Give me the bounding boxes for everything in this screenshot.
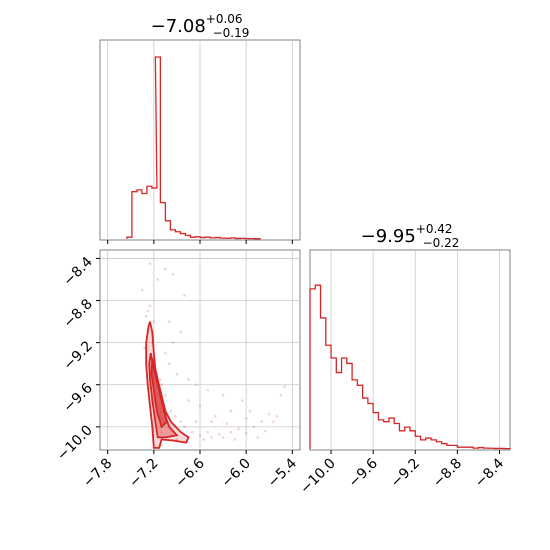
scatter-point-11	[179, 420, 183, 423]
histogram-y-ticks: −10.0 −9.6 −9.2 −8.8 −8.4	[297, 450, 507, 497]
scatter-xy-xtick-label-0: −7.8	[80, 456, 115, 491]
scatter-point-42	[164, 267, 167, 271]
scatter-point-61	[210, 420, 213, 423]
scatter-point-32	[194, 383, 198, 387]
scatter-xy-points	[141, 262, 286, 441]
scatter-point-54	[160, 430, 163, 434]
scatter-point-36	[164, 351, 167, 355]
scatter-point-13	[191, 430, 194, 434]
scatter-point-19	[229, 430, 233, 434]
histogram-y-tick-label-2: −9.2	[388, 456, 423, 491]
scatter-point-64	[271, 420, 275, 423]
scatter-xy-yticks: −8.4 −8.8 −9.2 −9.6 −10.0	[54, 254, 100, 464]
scatter-point-62	[225, 422, 229, 425]
scatter-point-22	[252, 425, 256, 429]
scatter-point-38	[167, 320, 171, 323]
scatter-point-39	[179, 330, 183, 334]
contour-outer	[145, 321, 190, 449]
scatter-point-49	[244, 417, 248, 420]
scatter-point-16	[210, 436, 213, 439]
scatter-xy-ytick-label-4: −10.0	[54, 422, 96, 464]
scatter-xy-panel: −7.8 −7.2 −6.6 −6.0 −5.4 −8.4 −8.8 −9.2 −9.6 −10…	[54, 249, 301, 491]
scatter-point-43	[171, 272, 175, 276]
scatter-point-59	[187, 399, 190, 402]
scatter-point-45	[156, 278, 159, 281]
scatter-point-15	[206, 430, 209, 434]
scatter-point-47	[214, 415, 217, 418]
scatter-point-28	[283, 385, 286, 389]
scatter-point-9	[169, 409, 173, 413]
scatter-point-44	[141, 288, 144, 292]
scatter-point-21	[244, 431, 248, 435]
contour-core	[150, 358, 168, 429]
scatter-point-37	[171, 341, 175, 344]
scatter-point-14	[198, 433, 202, 437]
scatter-point-25	[267, 412, 271, 416]
scatter-point-60	[194, 420, 198, 423]
scatter-xy-xtick-label-4: −5.4	[265, 455, 300, 490]
scatter-point-20	[237, 427, 240, 431]
scatter-point-6	[158, 378, 162, 381]
histogram-y-tick-label-3: −8.8	[430, 456, 465, 491]
scatter-point-29	[241, 399, 244, 402]
scatter-xy-ytick-label-2: −9.2	[60, 338, 95, 373]
scatter-point-31	[206, 388, 209, 392]
scatter-point-34	[175, 372, 179, 376]
scatter-xy-xtick-label-2: −6.6	[172, 455, 207, 490]
scatter-point-58	[146, 309, 149, 313]
scatter-xy-xtick-label-3: −6.0	[219, 456, 254, 491]
scatter-point-30	[221, 393, 225, 397]
scatter-point-26	[275, 415, 279, 418]
scatter-point-51	[233, 438, 236, 441]
histogram-y-tick-label-1: −9.6	[346, 455, 381, 490]
scatter-point-24	[264, 429, 267, 433]
histogram-y-panel: −10.0 −9.6 −9.2 −8.8 −8.4 −9.95+0.42 −0.22	[297, 222, 511, 497]
scatter-point-63	[248, 409, 252, 413]
scatter-point-10	[174, 415, 177, 418]
scatter-point-33	[187, 378, 190, 381]
scatter-point-7	[164, 393, 167, 397]
scatter-point-12	[183, 425, 186, 429]
histogram-x-panel: −7.08+0.06 −0.19	[99, 12, 301, 244]
scatter-point-1	[144, 315, 148, 318]
histogram-y-tick-label-4: −8.4	[472, 455, 507, 490]
scatter-point-50	[256, 436, 259, 439]
histogram-y-grid	[330, 250, 500, 450]
scatter-point-0	[148, 304, 152, 308]
scatter-xy-ytick-label-3: −9.6	[60, 380, 95, 415]
scatter-xy-xticks: −7.8 −7.2 −6.6 −6.0 −5.4	[80, 450, 300, 491]
scatter-point-18	[221, 436, 225, 439]
scatter-point-23	[260, 420, 263, 423]
scatter-point-40	[183, 293, 186, 297]
scatter-point-48	[229, 409, 233, 413]
scatter-point-35	[167, 362, 171, 365]
histogram-x-steps	[126, 56, 262, 240]
scatter-point-53	[175, 438, 179, 441]
histogram-x-title: −7.08+0.06 −0.19	[151, 12, 250, 40]
histogram-y-title: −9.95+0.42 −0.22	[361, 222, 460, 250]
scatter-point-17	[217, 432, 221, 436]
scatter-point-27	[279, 393, 283, 397]
histogram-y-tick-label-0: −10.0	[297, 456, 339, 498]
histogram-x-ticks	[107, 240, 293, 244]
histogram-x-grid	[107, 40, 293, 240]
scatter-point-57	[152, 320, 156, 323]
histogram-y-steps	[309, 284, 511, 450]
scatter-point-52	[202, 438, 206, 441]
scatter-point-46	[198, 404, 202, 408]
scatter-point-41	[148, 262, 152, 265]
scatter-xy-ytick-label-0: −8.4	[60, 254, 95, 289]
scatter-point-56	[160, 383, 163, 387]
scatter-xy-ytick-label-1: −8.8	[60, 296, 95, 331]
scatter-xy-xtick-label-1: −7.2	[126, 456, 161, 491]
